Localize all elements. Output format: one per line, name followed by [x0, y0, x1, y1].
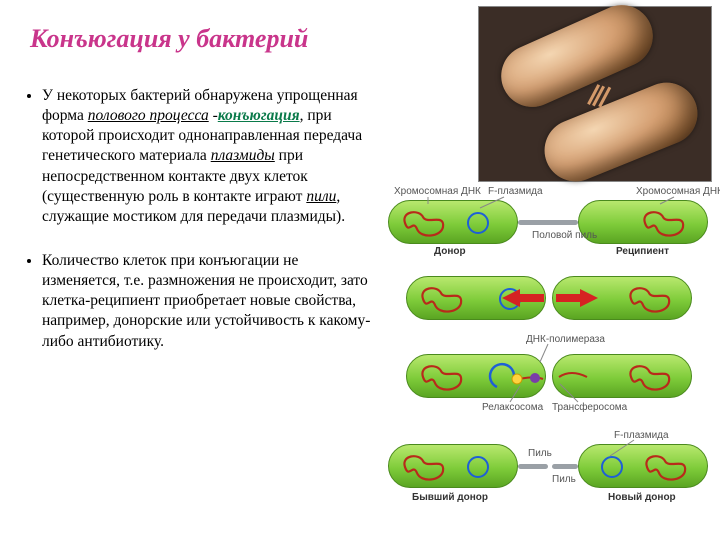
pilus-new [552, 464, 578, 469]
chrom-dna-icon [625, 283, 675, 315]
p1-u2: плазмиды [211, 147, 275, 164]
label-pil-2: Пиль [552, 474, 576, 485]
text-column: У некоторых бактерий обнаружена упрощенн… [20, 86, 380, 376]
p1-keyword: конъюгация [218, 107, 300, 124]
cell-recipient [578, 200, 708, 244]
p1-u3: пили [306, 188, 336, 205]
label-pilus-1: Половой пиль [532, 230, 597, 241]
label-chrom-dna-right: Хромосомная ДНК [636, 186, 720, 197]
label-recipient: Реципиент [616, 246, 669, 257]
conjugation-diagram: Хромосомная ДНК F-плазмида Хромосомная Д… [384, 186, 714, 536]
pilus-row1 [518, 220, 578, 225]
chrom-dna-icon [625, 361, 675, 393]
label-donor: Донор [434, 246, 466, 257]
label-dnapol: ДНК-полимераза [526, 334, 605, 345]
chrom-dna-icon [399, 451, 449, 483]
plasmid-icon [467, 212, 489, 234]
plasmid-icon [467, 456, 489, 478]
label-chrom-dna-left: Хромосомная ДНК [394, 186, 481, 197]
paragraph-2: Количество клеток при конъюгации не изме… [42, 251, 380, 352]
label-f-plasmid-1: F-плазмида [488, 186, 543, 197]
label-former-donor: Бывший донор [412, 492, 488, 503]
chrom-dna-icon [641, 451, 691, 483]
cell-former-donor [388, 444, 518, 488]
pilus-former [518, 464, 548, 469]
label-pil-1: Пиль [528, 448, 552, 459]
label-transf: Трансферосома [552, 402, 627, 413]
chrom-dna-icon [417, 283, 467, 315]
chrom-dna-icon [399, 207, 449, 239]
cell-donor [388, 200, 518, 244]
arrows-row2 [502, 286, 598, 310]
chrom-dna-icon [639, 207, 689, 239]
bacteria-photo [478, 6, 712, 182]
cell-row3-left [406, 354, 546, 398]
p1-u1: полового процесса [88, 107, 209, 124]
label-f-plasmid-2: F-плазмида [614, 430, 669, 441]
chrom-dna-icon [417, 361, 467, 393]
paragraph-1: У некоторых бактерий обнаружена упрощенн… [42, 86, 380, 227]
label-new-donor: Новый донор [608, 492, 676, 503]
p1-dash: - [209, 107, 218, 124]
cell-new-donor [578, 444, 708, 488]
cell-row3-right [552, 354, 692, 398]
label-relax: Релаксосома [482, 402, 543, 413]
page-title: Конъюгация у бактерий [30, 24, 308, 54]
conjugation-bridge [592, 86, 605, 107]
plasmid-icon [601, 456, 623, 478]
